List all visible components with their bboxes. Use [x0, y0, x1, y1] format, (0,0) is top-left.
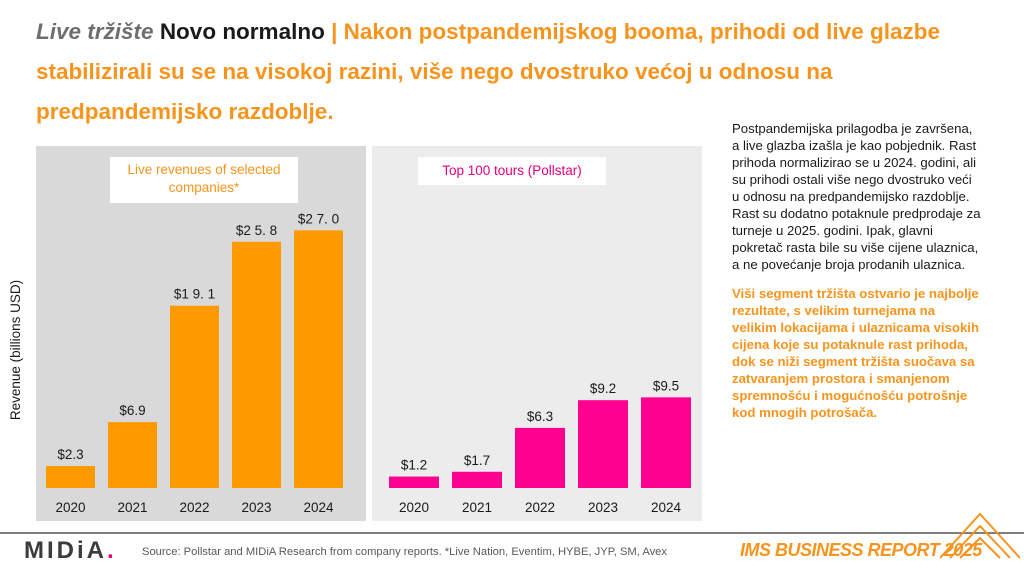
x-tick-0-2021: 2021	[117, 500, 147, 515]
page-title: Live tržište Novo normalno | Nakon postp…	[36, 12, 976, 132]
commentary-highlight: Viši segment tržišta ostvario je najbolj…	[732, 286, 980, 420]
commentary-panel: Postpandemijska prilagodba je završena, …	[732, 120, 982, 433]
x-tick-0-2020: 2020	[55, 500, 85, 515]
chart-title-companies: Live revenues of selected companies*	[110, 157, 298, 203]
data-label-1-2022: $6.3	[527, 409, 553, 424]
x-tick-1-2021: 2021	[462, 500, 492, 515]
bar-1-2021	[452, 471, 502, 488]
bar-1-2023	[578, 400, 628, 488]
report-chevron-icon	[940, 512, 1020, 559]
x-tick-0-2024: 2024	[303, 500, 334, 515]
title-separator: |	[331, 19, 338, 44]
bar-0-2023	[232, 241, 281, 488]
x-tick-1-2022: 2022	[525, 500, 555, 515]
x-tick-1-2024: 2024	[651, 500, 682, 515]
x-tick-0-2022: 2022	[179, 500, 209, 515]
bar-0-2024	[294, 230, 343, 488]
title-kicker: Live tržište	[36, 19, 154, 44]
title-headline: Nakon postpandemijskog booma, prihodi od…	[36, 19, 940, 124]
title-subtitle: Novo normalno	[159, 19, 325, 44]
data-label-1-2021: $1.7	[464, 453, 490, 468]
bar-1-2022	[515, 427, 565, 488]
data-label-1-2020: $1.2	[401, 458, 427, 473]
data-label-1-2024: $9.5	[653, 378, 679, 393]
data-label-0-2020: $2.3	[57, 447, 83, 462]
bar-1-2024	[641, 397, 691, 488]
chart-title-tours: Top 100 tours (Pollstar)	[418, 157, 606, 185]
bar-0-2021	[108, 422, 157, 488]
x-tick-1-2020: 2020	[399, 500, 429, 515]
data-label-0-2024: $2 7. 0	[298, 211, 339, 226]
data-label-1-2023: $9.2	[590, 381, 616, 396]
bar-1-2020	[389, 476, 439, 488]
data-label-0-2022: $1 9. 1	[174, 287, 215, 302]
midia-logo: MIDiA.	[24, 537, 117, 565]
data-label-0-2023: $2 5. 8	[236, 223, 277, 238]
bar-0-2020	[46, 466, 95, 488]
report-brand: IMS BUSINESS REPORT 2025	[740, 540, 982, 560]
data-label-0-2021: $6.9	[119, 403, 145, 418]
commentary-paragraph: Postpandemijska prilagodba je završena, …	[732, 121, 981, 272]
logo-text: MIDiA	[24, 537, 107, 564]
x-tick-1-2023: 2023	[588, 500, 618, 515]
logo-dot: .	[107, 537, 117, 564]
x-tick-0-2023: 2023	[241, 500, 271, 515]
bar-0-2022	[170, 305, 219, 488]
footer-divider	[0, 532, 1024, 534]
source-note: Source: Pollstar and MIDiA Research from…	[142, 546, 667, 558]
